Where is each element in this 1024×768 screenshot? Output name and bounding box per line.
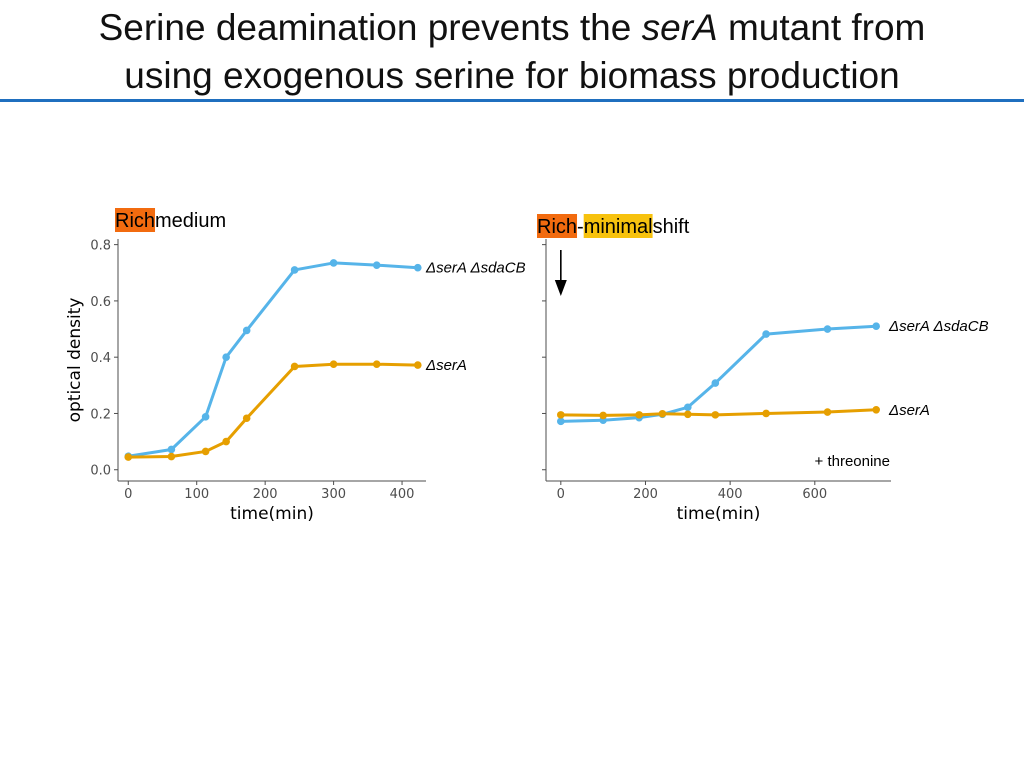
data-point: [201, 447, 210, 456]
x-tick-label: 400: [390, 487, 415, 502]
series-line: [126, 261, 420, 458]
chart-panel-2: 0 200 400 600 time(min) Rich - minimal shift Δse…: [537, 214, 989, 524]
data-point: [242, 414, 251, 423]
panel-title-part: medium: [155, 210, 226, 232]
data-point: [372, 360, 381, 369]
data-point: [413, 263, 422, 272]
data-point: [329, 360, 338, 369]
data-point: [290, 362, 299, 371]
data-point: [201, 413, 210, 421]
x-axis-title: time(min): [230, 504, 314, 524]
data-point: [762, 330, 770, 338]
data-point: [635, 411, 643, 419]
annotation-label: + threonine: [815, 453, 890, 470]
series-label: ΔserA: [425, 357, 467, 374]
series-label: ΔserA ΔsdaCB: [425, 260, 526, 277]
data-point: [711, 379, 720, 387]
data-point: [242, 326, 251, 335]
data-point: [762, 409, 770, 418]
x-tick-label: 200: [253, 487, 278, 502]
panel-title-part: Rich: [537, 216, 577, 238]
data-point: [124, 453, 133, 461]
panel-title-part: Rich: [115, 210, 155, 232]
x-tick-label: 600: [802, 487, 827, 502]
series-line: [126, 362, 420, 459]
chart-panel-1: 0.0 0.2 0.4 0.6 0.8 0 100 200 300 400 time(min) opt…: [65, 208, 526, 524]
series-label: ΔserA: [888, 402, 930, 419]
y-tick-label: 0.0: [90, 464, 111, 479]
data-point: [658, 409, 667, 418]
panel-title: Rich medium: [115, 208, 226, 232]
data-point: [290, 266, 299, 274]
panel-title: Rich - minimal shift: [537, 214, 690, 238]
data-point: [222, 353, 230, 361]
series-line: [559, 324, 878, 423]
slide-title-prefix: Serine deamination prevents the: [98, 7, 642, 48]
x-tick-label: 0: [124, 487, 132, 502]
title-highlight-rich: [537, 214, 578, 238]
data-point: [222, 437, 230, 446]
panel-title-part: minimal: [584, 216, 653, 238]
data-point: [823, 325, 832, 333]
x-tick-label: 100: [184, 487, 209, 502]
data-point: [684, 403, 692, 412]
x-tick-label: 300: [321, 487, 346, 502]
series-sera: ΔserA: [124, 357, 467, 461]
data-point: [329, 259, 338, 267]
data-point: [599, 411, 607, 420]
slide-title-gene: serA: [641, 7, 718, 48]
series-sera-sdacb: ΔserA ΔsdaCB: [557, 318, 989, 426]
panel-title-part: shift: [653, 216, 690, 238]
x-tick-label: 200: [633, 487, 658, 502]
shift-arrow-head: [554, 280, 567, 296]
data-point: [557, 417, 565, 426]
data-point: [872, 406, 880, 414]
title-divider: [0, 99, 1024, 102]
panel-title-part: -: [577, 216, 584, 238]
slide-title: Serine deamination prevents the serA mut…: [0, 4, 1024, 100]
data-point: [413, 361, 422, 369]
x-tick-label: 400: [718, 487, 743, 502]
data-point: [557, 411, 565, 419]
x-axis-title: time(min): [677, 504, 761, 524]
x-tick-label: 0: [557, 487, 565, 502]
y-tick-label: 0.2: [90, 407, 111, 422]
series-sera: ΔserA: [557, 402, 930, 420]
y-tick-label: 0.8: [90, 239, 111, 254]
data-point: [372, 261, 381, 269]
y-axis-title: optical density: [65, 298, 85, 423]
y-tick-label: 0.6: [90, 295, 111, 310]
slide-title-line-1: Serine deamination prevents the serA mut…: [0, 4, 1024, 52]
data-point: [684, 410, 692, 419]
data-point: [823, 408, 832, 416]
slide-title-suffix: mutant from: [717, 7, 926, 48]
data-point: [872, 322, 880, 331]
y-tick-label: 0.4: [90, 351, 111, 366]
title-highlight-minimal: [583, 214, 653, 238]
data-point: [167, 445, 176, 454]
title-highlight-rich: [115, 208, 156, 232]
data-point: [711, 411, 720, 419]
data-point: [167, 452, 176, 461]
slide-title-line-2: using exogenous serine for biomass produ…: [124, 55, 900, 96]
series-label: ΔserA ΔsdaCB: [888, 318, 989, 335]
